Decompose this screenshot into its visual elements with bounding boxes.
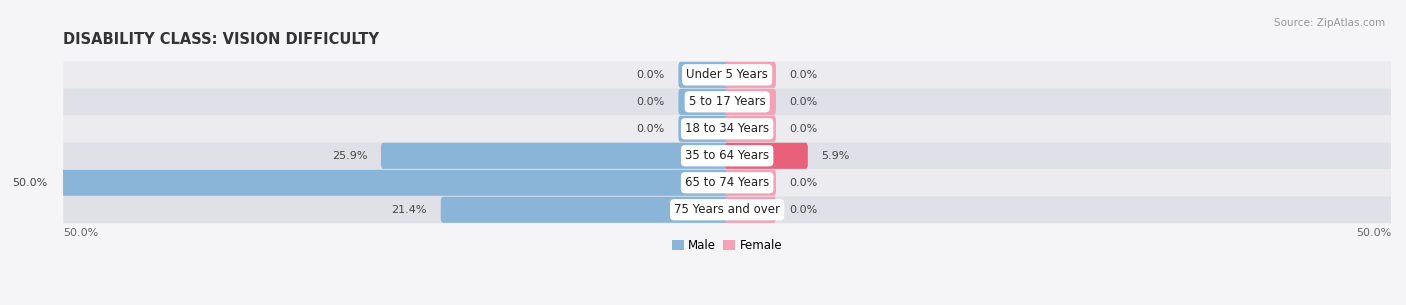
Text: Under 5 Years: Under 5 Years xyxy=(686,68,768,81)
Text: 50.0%: 50.0% xyxy=(13,178,48,188)
FancyBboxPatch shape xyxy=(725,89,776,115)
Text: 21.4%: 21.4% xyxy=(392,205,427,215)
FancyBboxPatch shape xyxy=(725,197,776,223)
Text: 35 to 64 Years: 35 to 64 Years xyxy=(685,149,769,162)
Text: 65 to 74 Years: 65 to 74 Years xyxy=(685,176,769,189)
Text: 0.0%: 0.0% xyxy=(790,205,818,215)
FancyBboxPatch shape xyxy=(60,170,730,196)
FancyBboxPatch shape xyxy=(725,143,808,169)
Text: 0.0%: 0.0% xyxy=(790,124,818,134)
FancyBboxPatch shape xyxy=(440,197,730,223)
Text: 25.9%: 25.9% xyxy=(332,151,367,161)
FancyBboxPatch shape xyxy=(678,116,730,142)
FancyBboxPatch shape xyxy=(725,116,776,142)
FancyBboxPatch shape xyxy=(63,115,1391,142)
Text: 0.0%: 0.0% xyxy=(637,124,665,134)
Text: 0.0%: 0.0% xyxy=(637,70,665,80)
Text: 0.0%: 0.0% xyxy=(790,70,818,80)
FancyBboxPatch shape xyxy=(725,62,776,88)
FancyBboxPatch shape xyxy=(63,196,1391,223)
Legend: Male, Female: Male, Female xyxy=(666,235,787,257)
Text: 50.0%: 50.0% xyxy=(1355,228,1391,238)
FancyBboxPatch shape xyxy=(381,143,730,169)
FancyBboxPatch shape xyxy=(678,62,730,88)
Text: 5 to 17 Years: 5 to 17 Years xyxy=(689,95,765,108)
Text: 0.0%: 0.0% xyxy=(790,178,818,188)
Text: Source: ZipAtlas.com: Source: ZipAtlas.com xyxy=(1274,18,1385,28)
Text: 18 to 34 Years: 18 to 34 Years xyxy=(685,122,769,135)
FancyBboxPatch shape xyxy=(63,88,1391,115)
FancyBboxPatch shape xyxy=(63,142,1391,169)
FancyBboxPatch shape xyxy=(63,169,1391,196)
FancyBboxPatch shape xyxy=(63,61,1391,88)
FancyBboxPatch shape xyxy=(725,170,776,196)
Text: 0.0%: 0.0% xyxy=(790,97,818,107)
FancyBboxPatch shape xyxy=(678,89,730,115)
Text: 75 Years and over: 75 Years and over xyxy=(673,203,780,216)
Text: 0.0%: 0.0% xyxy=(637,97,665,107)
Text: DISABILITY CLASS: VISION DIFFICULTY: DISABILITY CLASS: VISION DIFFICULTY xyxy=(63,32,380,47)
Text: 50.0%: 50.0% xyxy=(63,228,98,238)
Text: 5.9%: 5.9% xyxy=(821,151,849,161)
